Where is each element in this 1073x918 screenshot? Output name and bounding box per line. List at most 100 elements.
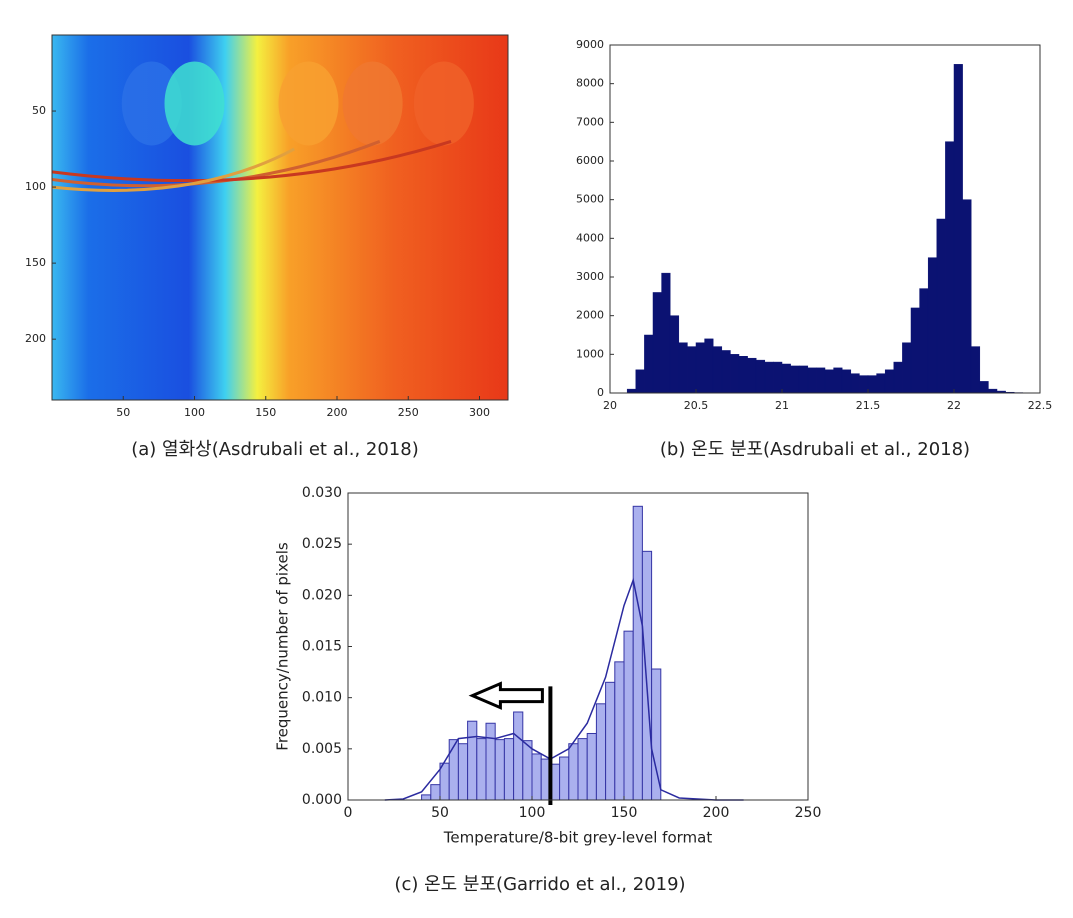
balloon	[414, 61, 474, 145]
y-tick-label: 3000	[576, 270, 604, 283]
y-tick-label: 7000	[576, 115, 604, 128]
y-tick-label: 150	[25, 256, 46, 269]
bar	[834, 368, 843, 393]
y-tick-label: 1000	[576, 347, 604, 360]
y-axis-label: Frequency/number of pixels	[274, 542, 292, 751]
bar	[765, 362, 774, 393]
bar	[980, 381, 989, 393]
bar	[644, 335, 653, 393]
x-tick-label: 22	[947, 399, 961, 412]
bar	[653, 292, 662, 393]
y-tick-label: 0.015	[302, 639, 342, 655]
bar	[825, 370, 834, 393]
bar	[587, 733, 596, 800]
x-tick-label: 0	[344, 805, 353, 821]
balloon	[343, 61, 403, 145]
y-tick-label: 2000	[576, 309, 604, 322]
bar	[696, 343, 705, 393]
balloon	[279, 61, 339, 145]
caption: (c) 온도 분포(Garrido et al., 2019)	[394, 874, 685, 895]
bar	[504, 739, 513, 800]
bar	[670, 316, 679, 393]
y-tick-label: 5000	[576, 193, 604, 206]
bar	[756, 360, 765, 393]
bar	[468, 721, 477, 800]
x-tick-label: 50	[116, 406, 130, 419]
bar	[902, 343, 911, 393]
y-tick-label: 200	[25, 332, 46, 345]
bar	[687, 347, 696, 393]
bar	[877, 374, 886, 393]
caption: (b) 온도 분포(Asdrubali et al., 2018)	[660, 439, 970, 460]
bar	[422, 795, 431, 800]
bar	[988, 389, 997, 393]
y-tick-label: 0.000	[302, 792, 342, 808]
bar	[748, 358, 757, 393]
x-tick-label: 21.5	[856, 399, 881, 412]
caption: (a) 열화상(Asdrubali et al., 2018)	[131, 439, 419, 460]
x-tick-label: 22.5	[1028, 399, 1053, 412]
bar	[920, 289, 929, 393]
x-tick-label: 200	[703, 805, 730, 821]
x-tick-label: 150	[611, 805, 638, 821]
y-tick-label: 50	[32, 104, 46, 117]
bar	[851, 374, 860, 393]
y-tick-label: 0.005	[302, 741, 342, 757]
y-tick-label: 9000	[576, 38, 604, 51]
bar	[642, 551, 651, 800]
bar	[431, 785, 440, 800]
y-tick-label: 8000	[576, 77, 604, 90]
bar	[458, 744, 467, 800]
bar	[739, 356, 748, 393]
bar	[636, 370, 645, 393]
bar	[486, 723, 495, 800]
bar	[963, 200, 972, 393]
bar	[722, 350, 731, 393]
bar	[578, 739, 587, 800]
bar	[808, 368, 817, 393]
x-tick-label: 250	[398, 406, 419, 419]
x-tick-label: 300	[469, 406, 490, 419]
thermal-image	[52, 35, 508, 400]
bar	[624, 631, 633, 800]
x-axis-label: Temperature/8-bit grey-level format	[443, 829, 713, 847]
y-tick-label: 6000	[576, 154, 604, 167]
bar	[911, 308, 920, 393]
bar	[532, 754, 541, 800]
bar	[606, 682, 615, 800]
bar	[971, 347, 980, 393]
x-tick-label: 21	[775, 399, 789, 412]
bar	[615, 662, 624, 800]
bar	[440, 763, 449, 800]
bar	[885, 370, 894, 393]
bar	[928, 258, 937, 393]
x-tick-label: 100	[519, 805, 546, 821]
bar	[679, 343, 688, 393]
bar	[842, 370, 851, 393]
bar	[894, 362, 903, 393]
bar	[816, 368, 825, 393]
bar	[523, 741, 532, 800]
y-tick-label: 4000	[576, 231, 604, 244]
bar	[799, 366, 808, 393]
bar	[730, 354, 739, 393]
x-tick-label: 20.5	[684, 399, 709, 412]
x-tick-label: 100	[184, 406, 205, 419]
bar	[477, 739, 486, 800]
y-tick-label: 0	[597, 386, 604, 399]
y-tick-label: 0.030	[302, 485, 342, 501]
bar	[662, 273, 671, 393]
bar	[937, 219, 946, 393]
bar	[954, 64, 963, 393]
bar	[868, 376, 877, 393]
x-tick-label: 200	[327, 406, 348, 419]
bar	[791, 366, 800, 393]
bar	[773, 362, 782, 393]
bar	[633, 506, 642, 800]
bar	[705, 339, 714, 393]
bar	[560, 757, 569, 800]
bar	[569, 744, 578, 800]
x-tick-label: 50	[431, 805, 449, 821]
x-tick-label: 150	[255, 406, 276, 419]
